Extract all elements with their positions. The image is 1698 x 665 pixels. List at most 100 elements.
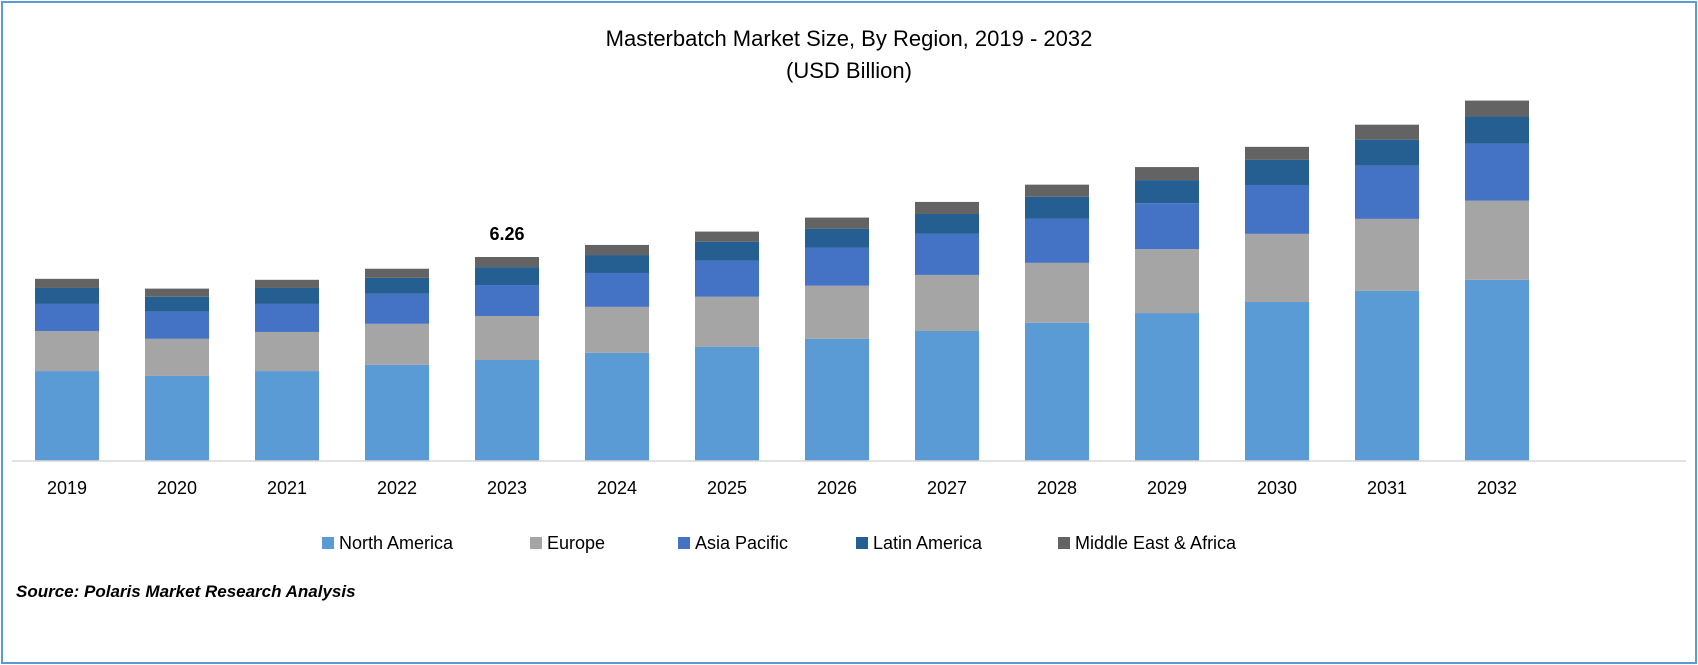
- bar-segment-europe-2032: [1465, 200, 1529, 280]
- bar-segment-latin-america-2025: [695, 241, 759, 261]
- x-tick-label: 2024: [597, 478, 637, 498]
- bar-segment-latin-america-2031: [1355, 139, 1419, 166]
- bar-segment-north-america-2028: [1025, 322, 1089, 461]
- bar-segment-middle-east-africa-2022: [365, 268, 429, 278]
- legend-label: Europe: [547, 533, 605, 553]
- bar-segment-middle-east-africa-2024: [585, 244, 649, 256]
- legend-swatch: [322, 537, 334, 549]
- bar-segment-north-america-2031: [1355, 290, 1419, 461]
- bar-segment-europe-2031: [1355, 218, 1419, 291]
- bar-segment-north-america-2026: [805, 338, 869, 461]
- bar-segment-north-america-2019: [35, 371, 99, 461]
- bar-segment-europe-2021: [255, 331, 319, 372]
- x-tick-label: 2020: [157, 478, 197, 498]
- bar-stack-2020: [145, 288, 209, 461]
- bar-stack-2024: [585, 244, 649, 461]
- x-tick-label: 2026: [817, 478, 857, 498]
- bar-segment-north-america-2021: [255, 371, 319, 461]
- bar-segment-latin-america-2024: [585, 255, 649, 273]
- bar-segment-asia-pacific-2030: [1245, 184, 1309, 234]
- bar-segment-asia-pacific-2023: [475, 285, 539, 316]
- bar-segment-middle-east-africa-2029: [1135, 167, 1199, 181]
- legend-swatch: [678, 537, 690, 549]
- bar-stack-2027: [915, 201, 979, 461]
- bar-segment-north-america-2020: [145, 375, 209, 461]
- bar-segment-europe-2026: [805, 285, 869, 339]
- x-tick-label: 2027: [927, 478, 967, 498]
- bar-segment-europe-2030: [1245, 233, 1309, 302]
- bar-segment-north-america-2024: [585, 352, 649, 461]
- bar-segment-asia-pacific-2027: [915, 233, 979, 275]
- bar-stack-2032: [1465, 100, 1529, 461]
- bar-segment-north-america-2023: [475, 359, 539, 461]
- bar-segment-asia-pacific-2032: [1465, 143, 1529, 201]
- bar-segment-europe-2024: [585, 306, 649, 353]
- legend-item: Asia Pacific: [678, 533, 788, 553]
- bar-segment-latin-america-2022: [365, 277, 429, 294]
- bar-stack-2026: [805, 217, 869, 461]
- bar-segment-middle-east-africa-2026: [805, 217, 869, 229]
- bar-segment-europe-2028: [1025, 262, 1089, 323]
- bar-segment-latin-america-2032: [1465, 116, 1529, 144]
- bar-stack-2021: [255, 279, 319, 461]
- data-label: 6.26: [489, 224, 524, 244]
- bar-segment-middle-east-africa-2030: [1245, 146, 1309, 160]
- bar-segment-latin-america-2020: [145, 296, 209, 312]
- bar-segment-europe-2025: [695, 296, 759, 347]
- bar-segment-asia-pacific-2019: [35, 303, 99, 331]
- bar-segment-middle-east-africa-2019: [35, 278, 99, 288]
- bar-stack-2025: [695, 231, 759, 461]
- legend-item: Europe: [530, 533, 605, 553]
- bar-segment-middle-east-africa-2021: [255, 279, 319, 288]
- legend-item: North America: [322, 533, 454, 553]
- x-tick-label: 2025: [707, 478, 747, 498]
- bar-segment-middle-east-africa-2032: [1465, 100, 1529, 117]
- bar-segment-north-america-2027: [915, 330, 979, 461]
- bar-segment-middle-east-africa-2025: [695, 231, 759, 242]
- legend-label: Latin America: [873, 533, 983, 553]
- legend-item: Latin America: [856, 533, 983, 553]
- bar-stack-2022: [365, 268, 429, 461]
- bar-stack-2028: [1025, 184, 1089, 461]
- chart-subtitle: (USD Billion): [786, 58, 912, 83]
- bar-segment-north-america-2029: [1135, 313, 1199, 461]
- source-note: Source: Polaris Market Research Analysis: [16, 582, 356, 601]
- bar-segment-north-america-2030: [1245, 301, 1309, 461]
- bar-segment-latin-america-2028: [1025, 196, 1089, 219]
- legend-label: Asia Pacific: [695, 533, 788, 553]
- bar-segment-asia-pacific-2029: [1135, 203, 1199, 250]
- bar-segment-europe-2019: [35, 330, 99, 372]
- bar-segment-europe-2023: [475, 315, 539, 360]
- bar-segment-latin-america-2030: [1245, 159, 1309, 185]
- bar-segment-asia-pacific-2026: [805, 247, 869, 286]
- x-tick-label: 2032: [1477, 478, 1517, 498]
- bar-segment-latin-america-2029: [1135, 180, 1199, 204]
- bar-segment-middle-east-africa-2031: [1355, 124, 1419, 140]
- bar-segment-north-america-2025: [695, 346, 759, 461]
- legend-item: Middle East & Africa: [1058, 533, 1237, 553]
- x-tick-label: 2030: [1257, 478, 1297, 498]
- chart-title: Masterbatch Market Size, By Region, 2019…: [606, 26, 1093, 51]
- legend-swatch: [1058, 537, 1070, 549]
- bar-stack-2023: [475, 257, 539, 461]
- bar-segment-asia-pacific-2028: [1025, 218, 1089, 263]
- x-tick-label: 2021: [267, 478, 307, 498]
- x-tick-label: 2029: [1147, 478, 1187, 498]
- bar-stack-2030: [1245, 146, 1309, 461]
- bar-segment-north-america-2032: [1465, 279, 1529, 461]
- x-tick-label: 2019: [47, 478, 87, 498]
- legend-swatch: [856, 537, 868, 549]
- bar-segment-asia-pacific-2022: [365, 293, 429, 324]
- bar-segment-latin-america-2027: [915, 213, 979, 234]
- x-tick-label: 2031: [1367, 478, 1407, 498]
- bar-segment-asia-pacific-2031: [1355, 165, 1419, 219]
- bar-segment-latin-america-2021: [255, 287, 319, 304]
- bar-segment-middle-east-africa-2023: [475, 257, 539, 268]
- bar-segment-europe-2022: [365, 323, 429, 365]
- x-tick-label: 2023: [487, 478, 527, 498]
- bar-stack-2029: [1135, 167, 1199, 461]
- bar-segment-middle-east-africa-2027: [915, 201, 979, 214]
- bar-stack-2019: [35, 278, 99, 461]
